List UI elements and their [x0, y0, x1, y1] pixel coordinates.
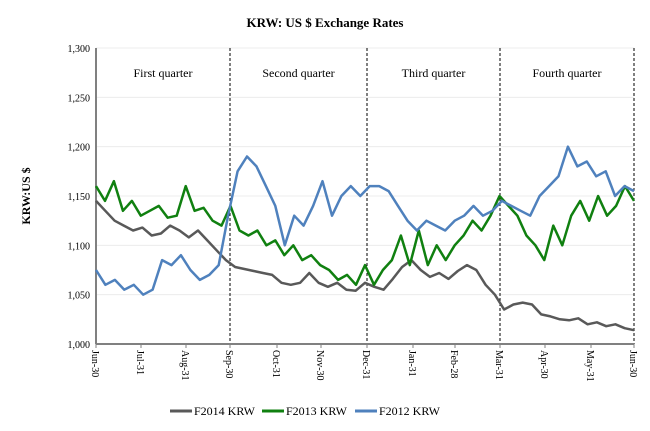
legend-label: F2013 KRW [286, 404, 348, 418]
x-tick-label: Aug-31 [179, 350, 190, 381]
x-tick-label: Feb-28 [448, 350, 459, 378]
x-tick-label: Sep-30 [223, 350, 234, 378]
y-tick-label: 1,150 [68, 192, 91, 203]
series-line-f2013-krw [94, 179, 636, 287]
y-axis-label: KRW:US $ [19, 167, 33, 224]
x-tick-label: Nov-30 [314, 350, 325, 381]
y-tick-label: 1,250 [68, 93, 91, 104]
chart-title: KRW: US $ Exchange Rates [247, 15, 404, 30]
legend-label: F2012 KRW [379, 404, 441, 418]
y-tick-label: 1,050 [68, 291, 91, 302]
x-tick-label: Jul-31 [134, 350, 145, 375]
series-line-f2014-krw [95, 200, 635, 332]
legend-label: F2014 KRW [194, 404, 256, 418]
quarter-label: Third quarter [402, 66, 466, 80]
x-tick-label: Dec-31 [360, 350, 371, 379]
x-tick-label: Jun-30 [627, 350, 638, 377]
x-tick-label: Mar-31 [493, 350, 504, 380]
series-line-f2012-krw [94, 145, 635, 296]
x-tick-label: Jun-30 [89, 350, 100, 377]
x-tick-label: Jan-31 [406, 350, 417, 377]
x-tick-label: Oct-31 [270, 350, 281, 378]
quarter-label: Second quarter [262, 66, 334, 80]
y-tick-label: 1,300 [68, 44, 91, 55]
quarter-label: Fourth quarter [533, 66, 602, 80]
quarter-label: First quarter [134, 66, 193, 80]
y-tick-label: 1,200 [68, 143, 91, 154]
x-tick-label: Apr-30 [538, 350, 549, 379]
x-tick-label: May-31 [584, 350, 595, 382]
y-tick-label: 1,100 [68, 241, 91, 252]
y-tick-label: 1,000 [68, 340, 91, 351]
